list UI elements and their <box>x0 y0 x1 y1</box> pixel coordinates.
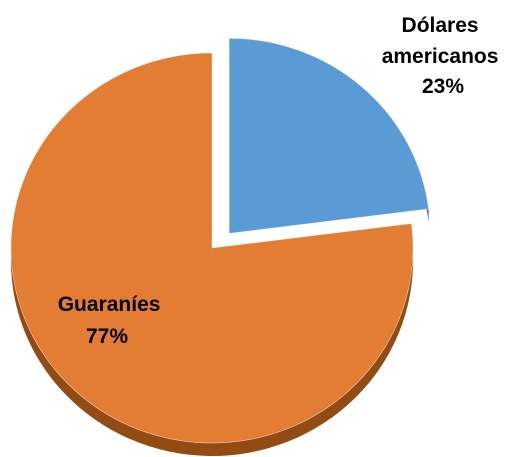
slice-label-dolares: Dólares americanos 23% <box>382 14 505 98</box>
slice-label-guaranies: Guaraníes 77% <box>58 293 167 348</box>
slice-1 <box>10 52 414 444</box>
slice-0 <box>228 38 429 234</box>
pie-slices <box>10 38 429 444</box>
pie-labels: Dólares americanos 23% Guaraníes 77% <box>58 14 505 348</box>
